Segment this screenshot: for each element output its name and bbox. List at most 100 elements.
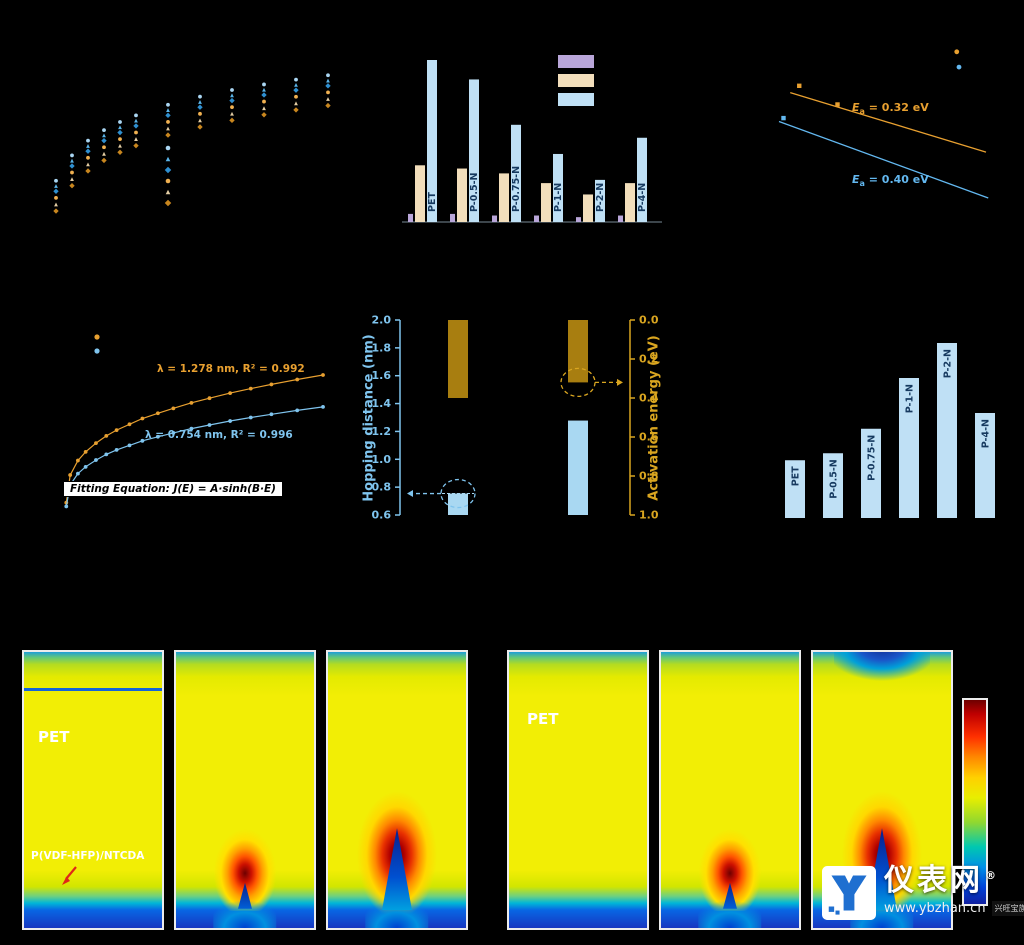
left-tick-label: 1.4 xyxy=(372,397,392,410)
data-point xyxy=(207,423,212,427)
bar xyxy=(457,168,467,222)
fit-curve xyxy=(65,374,324,503)
pet-label: PET xyxy=(527,710,559,728)
data-point xyxy=(269,382,274,387)
data-point xyxy=(94,458,98,462)
bar xyxy=(975,413,995,518)
data-point xyxy=(295,377,300,382)
right-tick-label: 0.6 xyxy=(639,431,659,444)
film-label: P(VDF-HFP)/NTCDA xyxy=(31,850,145,862)
hopping-bar xyxy=(568,420,588,515)
left-tick-label: 0.6 xyxy=(372,509,392,522)
activation-energy-annotation-lower: Ea = 0.40 eV xyxy=(852,173,929,188)
lambda-annotation-upper: λ = 1.278 nm, R² = 0.992 xyxy=(157,363,305,375)
legend-point xyxy=(954,49,960,55)
watermark-text: 仪表网® www.ybzhan.cn 兴旺宝旗下网站 xyxy=(884,866,1024,916)
chart-grouped-bars: PET P-0.5-N P-0.75-N P-1-N P-2-N P-4-N xyxy=(402,55,662,223)
data-point xyxy=(127,443,132,448)
watermark-logo xyxy=(822,866,876,920)
category-label: P-0.5-N xyxy=(469,172,480,212)
chart-hopping-activation: 2.0 1.8 1.6 1.4 1.2 1.0 0.8 0.6 0.0 0.2 0.4 0.6 0.8 1… xyxy=(355,300,665,535)
category-label: PET xyxy=(427,192,438,212)
scatter-series xyxy=(54,90,330,200)
field-map-2 xyxy=(174,650,316,930)
data-point xyxy=(127,422,132,427)
bar xyxy=(625,183,635,222)
activation-energy-annotation-upper: Ea = 0.32 eV xyxy=(852,101,929,116)
legend-swatch xyxy=(558,74,594,87)
bar xyxy=(937,343,957,518)
data-point xyxy=(104,434,109,438)
activation-bar xyxy=(448,320,468,398)
bar xyxy=(553,153,563,222)
left-tick-label: 0.8 xyxy=(372,481,392,494)
legend-point xyxy=(956,64,962,70)
left-tick-label: 2.0 xyxy=(372,314,392,327)
pet-label: PET xyxy=(38,728,70,746)
bar-group: P-0.75-N xyxy=(492,124,522,222)
dual-axis-plot-area: 2.0 1.8 1.6 1.4 1.2 1.0 0.8 0.6 0.0 0.2 0.4 0.6 0.8 1… xyxy=(372,314,659,522)
sinh-fit-plot-area xyxy=(64,334,325,509)
watermark: 仪表网® www.ybzhan.cn 兴旺宝旗下网站 xyxy=(822,866,1024,920)
bar xyxy=(415,165,425,222)
field-map-3 xyxy=(326,650,468,930)
category-label: P-1-N xyxy=(553,183,564,212)
bar-group: P-2-N xyxy=(576,179,606,222)
data-point xyxy=(207,396,212,401)
bar xyxy=(576,217,581,222)
legend-swatch xyxy=(558,55,594,68)
category-label: P-1-N xyxy=(905,384,916,413)
bar xyxy=(595,179,605,222)
left-tick-label: 1.8 xyxy=(372,341,392,354)
field-map-1: PET P(VDF-HFP)/NTCDA xyxy=(22,650,164,930)
data-point xyxy=(68,473,73,477)
watermark-brand: 仪表网 ® xyxy=(884,866,1024,896)
bar xyxy=(861,428,881,518)
legend-markers xyxy=(164,145,172,207)
bar xyxy=(492,215,497,222)
data-point xyxy=(76,458,80,463)
right-tick-label: 1.0 xyxy=(639,509,659,522)
bar xyxy=(618,215,623,222)
data-point xyxy=(94,441,98,446)
legend-swatch xyxy=(558,93,594,106)
ea-subscript: a xyxy=(859,179,865,189)
bar xyxy=(469,79,479,222)
bar xyxy=(899,378,919,518)
chart-arrhenius: Ea = 0.32 eV Ea = 0.40 eV xyxy=(755,25,1010,225)
data-point xyxy=(189,426,194,431)
bar xyxy=(499,173,509,222)
legend-point xyxy=(94,348,100,354)
ea-value: = 0.32 eV xyxy=(864,101,929,114)
bar-group: P-4-N xyxy=(618,137,648,222)
data-point xyxy=(83,449,88,454)
data-point xyxy=(83,464,88,469)
right-tick-label: 0.4 xyxy=(639,392,659,405)
data-point xyxy=(321,373,325,377)
category-label: P-4-N xyxy=(637,183,648,212)
data-point xyxy=(781,115,786,121)
hopping-bar xyxy=(448,493,468,515)
data-point xyxy=(171,431,176,435)
field-map-5 xyxy=(659,650,801,930)
right-tick-label: 0.8 xyxy=(639,470,659,483)
legend-point xyxy=(94,334,100,340)
bar xyxy=(785,460,805,518)
data-point xyxy=(228,419,233,423)
category-label: P-2-N xyxy=(943,349,954,378)
fit-line xyxy=(790,91,987,153)
data-point xyxy=(140,438,145,443)
data-point xyxy=(155,434,160,439)
category-label: P-0.5-N xyxy=(829,459,840,499)
bar xyxy=(583,194,593,222)
activation-bar xyxy=(568,320,588,383)
data-point xyxy=(248,415,253,420)
fitting-equation-box: Fitting Equation: J(E) = A·sinh(B·E) xyxy=(63,481,283,497)
bar xyxy=(427,60,437,222)
right-tick-label: 0.0 xyxy=(639,314,659,327)
left-tick-label: 1.2 xyxy=(372,425,392,438)
logo-icon xyxy=(822,866,876,920)
bar xyxy=(511,124,521,222)
data-point xyxy=(189,400,194,405)
